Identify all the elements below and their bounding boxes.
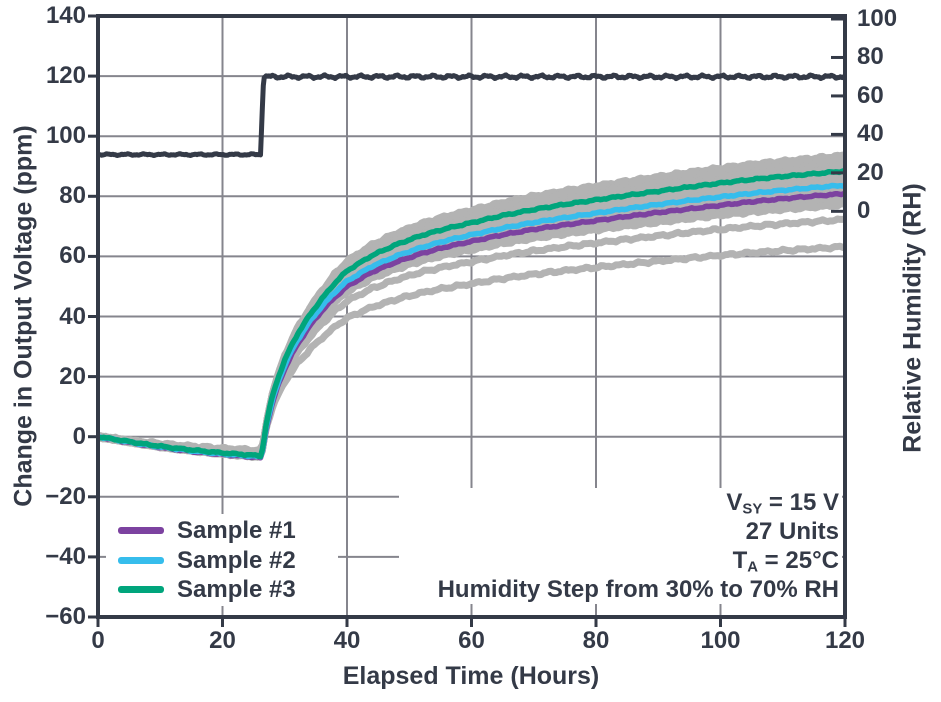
y-left-tick-label: 120	[45, 62, 86, 90]
gray-unit-trace	[98, 242, 845, 455]
annotation-text: 27 Units	[745, 518, 839, 545]
y-right-tick-label: 80	[857, 43, 884, 71]
y-left-tick-label: 0	[72, 422, 86, 450]
y-right-tick-label: 60	[857, 81, 884, 109]
y-left-tick-label: −60	[45, 603, 86, 630]
annotation-text: V	[726, 489, 743, 516]
legend-item-2: Sample #2	[106, 546, 338, 575]
y-left-tick-label: 40	[59, 302, 86, 330]
x-tick-label: 0	[91, 627, 105, 654]
y-left-tick-label: −40	[45, 542, 86, 570]
x-tick-label: 40	[333, 627, 361, 654]
sample-3-trace	[98, 167, 845, 460]
legend-swatch	[118, 586, 164, 593]
annotation-line-3: TA = 25°C	[399, 546, 839, 575]
x-tick-label: 20	[209, 627, 236, 654]
annotation-subscript: SY	[742, 501, 763, 518]
y-right-tick-label: 40	[857, 120, 884, 148]
x-tick-label: 100	[700, 627, 741, 654]
legend-swatch	[118, 527, 164, 534]
y-left-tick-label: 140	[45, 2, 86, 29]
y-left-tick-label: 20	[59, 362, 86, 390]
humidity-trace	[98, 72, 845, 158]
legend-label: Sample #3	[177, 576, 296, 603]
annotation-block: VSY = 15 V 27 Units TA = 25°C Humidity Step…	[399, 488, 842, 604]
annotation-text: = 25°C	[758, 547, 839, 574]
x-tick-label: 80	[582, 627, 610, 654]
y-left-tick-label: 60	[59, 242, 86, 270]
x-tick-label: 120	[824, 627, 866, 654]
annotation-subscript: A	[747, 559, 759, 576]
y-left-tick-label: 100	[45, 122, 86, 150]
x-tick-label: 60	[458, 627, 485, 654]
annotation-text: T	[732, 547, 748, 574]
y-left-tick-label: −20	[45, 482, 86, 510]
annotation-text: Humidity Step from 30% to 70% RH	[437, 576, 839, 603]
y-right-tick-label: 20	[857, 158, 884, 186]
y-left-tick-label: 80	[59, 182, 86, 210]
legend-label: Sample #2	[177, 546, 296, 574]
legend-label: Sample #1	[177, 517, 296, 544]
x-axis-label: Elapsed Time (Hours)	[342, 662, 600, 690]
legend-swatch	[118, 556, 164, 564]
annotation-text: = 15 V	[762, 489, 839, 516]
legend-item-3: Sample #3	[106, 575, 338, 604]
traces-group	[98, 72, 845, 461]
legend-item-1: Sample #1	[106, 516, 338, 545]
y-right-tick-label: 0	[857, 197, 871, 225]
annotation-line-1: VSY = 15 V	[399, 488, 839, 517]
legend: Sample #1 Sample #2 Sample #3	[106, 514, 338, 606]
annotation-line-4: Humidity Step from 30% to 70% RH	[399, 575, 839, 604]
y-right-tick-label: 100	[857, 5, 898, 32]
annotation-line-2: 27 Units	[399, 517, 839, 546]
